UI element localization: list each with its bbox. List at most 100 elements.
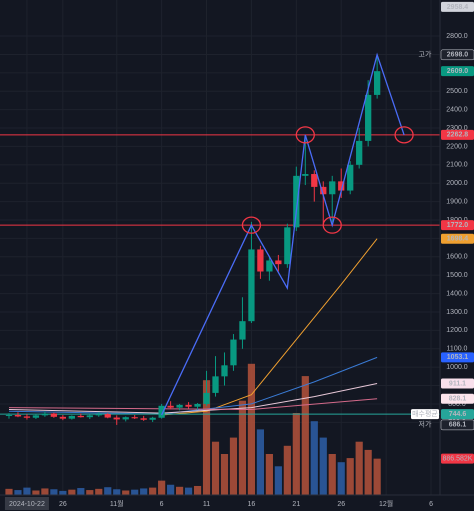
volume-bar bbox=[274, 466, 282, 495]
candle-body bbox=[356, 140, 363, 165]
volume-bar bbox=[32, 490, 40, 495]
price-tag-label: 2609.0 bbox=[447, 68, 469, 75]
volume-bar bbox=[292, 413, 300, 495]
y-tick-label: 1200.0 bbox=[446, 327, 468, 334]
x-tick-label: 11월 bbox=[110, 499, 124, 508]
volume-bar bbox=[355, 441, 363, 495]
volume-bar bbox=[202, 380, 211, 495]
candle-body bbox=[140, 418, 147, 420]
volume-bar bbox=[113, 489, 121, 495]
price-tag-label: 828.1 bbox=[449, 396, 467, 403]
price-tag-label: 1698.4 bbox=[447, 236, 469, 243]
volume-bar bbox=[122, 490, 130, 495]
volume-bar bbox=[211, 441, 220, 495]
volume-bar bbox=[328, 454, 336, 495]
x-tick-label: 6 bbox=[429, 501, 433, 508]
candle-body bbox=[329, 181, 336, 195]
volume-bar bbox=[337, 462, 345, 495]
x-tick-label: 2024-10-22 bbox=[9, 501, 45, 508]
volume-bar bbox=[319, 437, 327, 495]
time-axis bbox=[0, 495, 474, 511]
highlight-circle bbox=[394, 126, 414, 144]
price-tag bbox=[440, 49, 474, 61]
highlight-circle bbox=[295, 126, 315, 144]
y-tick-label: 2000.0 bbox=[446, 180, 468, 187]
candle-body bbox=[95, 414, 102, 416]
candle-body bbox=[122, 417, 129, 420]
x-tick-label: 16 bbox=[248, 501, 256, 508]
x-tick-label: 26 bbox=[59, 501, 67, 508]
ma-line bbox=[161, 238, 378, 416]
x-tick-label: 21 bbox=[292, 501, 300, 508]
price-tag bbox=[441, 352, 474, 363]
candle-body bbox=[284, 227, 291, 265]
volume-bar bbox=[220, 454, 229, 495]
x-tick-label: 6 bbox=[160, 501, 164, 508]
volume-bar bbox=[247, 363, 256, 495]
volume-bar bbox=[41, 488, 49, 495]
candle-body bbox=[167, 405, 174, 408]
volume-bar bbox=[59, 490, 67, 495]
y-tick-label: 1000.0 bbox=[446, 364, 468, 371]
price-tag-label: 744.6 bbox=[449, 411, 467, 418]
y-tick-label: 1900.0 bbox=[446, 198, 468, 205]
volume-bar bbox=[229, 437, 238, 495]
price-tag-label: 686.1 bbox=[449, 422, 467, 429]
candle-body bbox=[257, 249, 264, 272]
candle-body bbox=[185, 404, 192, 407]
candle-body bbox=[86, 415, 93, 418]
candle-body bbox=[176, 404, 183, 408]
price-tag-label: 2698.0 bbox=[447, 52, 469, 59]
y-tick-label: 2400.0 bbox=[446, 106, 468, 113]
volume-bar bbox=[167, 484, 175, 495]
price-tag bbox=[441, 220, 474, 231]
y-tick-label: 2300.0 bbox=[446, 125, 468, 132]
volume-bar bbox=[364, 449, 372, 495]
volume-bar bbox=[283, 445, 291, 495]
candle-body bbox=[59, 416, 66, 419]
y-tick-label: 800.0 bbox=[448, 401, 466, 408]
volume-bar bbox=[14, 490, 22, 495]
volume-bar bbox=[176, 486, 184, 495]
highlight-circle bbox=[241, 216, 262, 234]
volume-bar bbox=[95, 488, 103, 495]
price-tag bbox=[441, 409, 474, 420]
candle-body bbox=[365, 94, 372, 141]
price-tag-title: 고가 bbox=[419, 50, 432, 59]
candle-body bbox=[320, 186, 327, 195]
volume-bar bbox=[301, 376, 309, 495]
price-tag-title-box bbox=[411, 409, 439, 420]
volume-bar bbox=[346, 458, 354, 495]
volume-bar bbox=[50, 489, 58, 495]
volume-bar bbox=[5, 488, 13, 495]
price-tag bbox=[441, 66, 474, 77]
y-tick-label: 2800.0 bbox=[446, 33, 468, 40]
y-tick-label: 1400.0 bbox=[446, 290, 468, 297]
candle-body bbox=[338, 181, 345, 191]
candle-body bbox=[302, 174, 309, 176]
candle-body bbox=[158, 405, 165, 418]
volume-tag-label: 886.582K bbox=[443, 455, 473, 462]
date-highlight bbox=[4, 497, 49, 510]
ma-line bbox=[8, 356, 378, 415]
ma-line bbox=[8, 398, 378, 411]
volume-bar bbox=[140, 488, 148, 495]
candle-body bbox=[230, 339, 237, 366]
candle-body bbox=[113, 417, 120, 420]
candle-body bbox=[194, 403, 201, 407]
volume-bar bbox=[86, 490, 94, 495]
volume-bar bbox=[158, 480, 166, 495]
volume-bar bbox=[77, 488, 85, 495]
candle-body bbox=[68, 415, 75, 419]
price-tag-label: 911.1 bbox=[449, 380, 466, 387]
volume-bar bbox=[131, 489, 139, 495]
candle-body bbox=[104, 414, 111, 418]
volume-bar bbox=[68, 489, 76, 495]
price-tag-title: 매수평균 bbox=[412, 409, 438, 418]
volume-bar bbox=[310, 421, 318, 495]
candle-body bbox=[131, 417, 138, 419]
volume-bar bbox=[23, 487, 31, 495]
volume-bar bbox=[373, 458, 381, 495]
